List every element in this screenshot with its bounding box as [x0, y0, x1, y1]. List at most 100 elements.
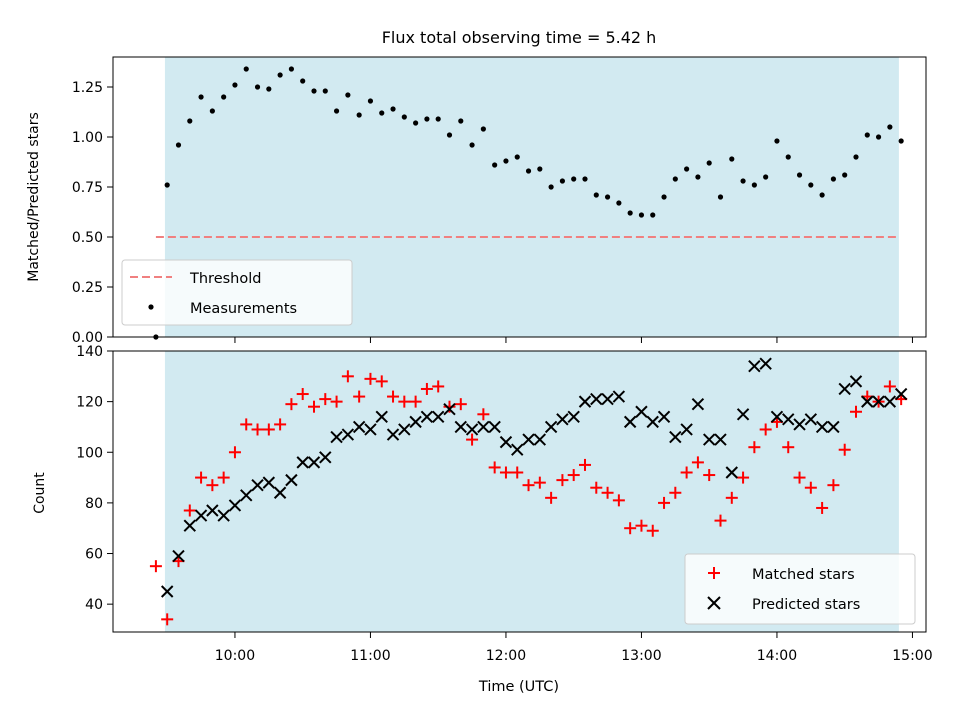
matched-star-point — [646, 524, 659, 537]
measurement-point — [853, 154, 859, 160]
predicted-star-point — [680, 423, 693, 436]
measurement-point — [288, 66, 295, 72]
predicted-star-point — [386, 428, 400, 441]
predicted-star-point — [488, 420, 501, 434]
measurement-point — [345, 92, 351, 98]
measurement-point — [243, 66, 249, 72]
matched-star-point — [330, 395, 343, 408]
measurement-point — [751, 182, 757, 188]
matched-star-point — [691, 456, 704, 469]
measurement-point — [717, 194, 724, 200]
predicted-star-point — [725, 466, 738, 479]
predicted-star-point — [375, 410, 388, 424]
measurement-point — [706, 160, 712, 166]
predicted-star-point — [443, 403, 456, 416]
measurement-point — [367, 98, 374, 104]
top-ytick-label: 0.25 — [72, 280, 103, 296]
matched-star-point — [443, 400, 456, 413]
top-ytick-label: 0.75 — [72, 180, 103, 196]
matched-star-point — [375, 375, 388, 388]
predicted-star-point — [319, 451, 332, 464]
legend-measurements-label: Measurements — [190, 301, 297, 317]
measurement-point — [379, 110, 385, 116]
measurement-point — [672, 176, 678, 182]
measurement-point — [164, 182, 170, 188]
matched-star-point — [849, 405, 862, 418]
matched-star-point — [838, 443, 851, 456]
measurement-point — [390, 106, 396, 112]
bottom-xtick-label: 10:00 — [215, 648, 255, 664]
bottom-axes-frame — [112, 350, 927, 633]
measurement-point — [763, 174, 769, 180]
measurement-point — [401, 114, 407, 120]
matched-star-point — [488, 461, 501, 474]
measurement-point — [695, 174, 701, 180]
measurement-point — [356, 112, 362, 118]
matched-star-point — [556, 474, 569, 487]
top-ytick-label: 0.50 — [72, 230, 103, 246]
matched-star-point — [240, 418, 253, 431]
matched-star-point — [307, 400, 320, 413]
predicted-star-point — [398, 423, 411, 436]
bottom-ytick-label: 140 — [76, 344, 103, 360]
measurement-point — [571, 176, 577, 182]
bottom-xtick-label: 11:00 — [350, 648, 390, 664]
measurement-point — [232, 82, 238, 88]
measurement-point — [638, 212, 645, 218]
measurement-point — [480, 126, 486, 132]
matched-star-point — [296, 388, 309, 401]
measurement-point — [492, 162, 498, 168]
matched-star-point — [883, 380, 896, 393]
measurement-point — [311, 88, 317, 94]
matched-star-point — [274, 418, 287, 431]
measurement-point — [537, 166, 543, 172]
bottom-legend: Matched stars Predicted stars — [684, 553, 916, 625]
measurement-point — [266, 86, 272, 92]
bottom-xtick-label: 12:00 — [486, 648, 526, 664]
measurement-point — [424, 116, 430, 122]
matched-star-point — [341, 370, 354, 383]
measurement-point — [254, 84, 261, 90]
legend-matched-swatch — [708, 567, 720, 579]
measurement-point — [650, 212, 656, 218]
predicted-star-point — [838, 382, 851, 396]
bottom-ytick-label: 100 — [76, 445, 103, 461]
measurement-point — [514, 154, 520, 160]
measurement-point — [413, 120, 419, 126]
matched-star-point — [624, 522, 637, 535]
predicted-star-point — [657, 410, 671, 424]
matched-star-point — [578, 458, 591, 471]
predicted-star-point — [341, 428, 355, 441]
bottom-ytick-label: 80 — [85, 496, 103, 512]
predicted-star-point — [183, 519, 196, 532]
bottom-y-ticks: 40 60 80 100 120 140 — [76, 344, 113, 613]
predicted-star-point — [285, 473, 298, 487]
matched-star-point — [590, 481, 603, 494]
measurement-point — [593, 192, 599, 198]
matched-stars-series — [149, 370, 908, 626]
predicted-star-point — [206, 504, 219, 517]
measurement-point — [864, 132, 870, 138]
predicted-star-point — [782, 413, 795, 426]
measurement-point — [198, 94, 204, 100]
legend-predicted-label: Predicted stars — [752, 597, 860, 613]
predicted-star-point — [612, 390, 626, 403]
bottom-ylabel: Count — [32, 472, 48, 514]
predicted-star-point — [160, 585, 174, 598]
measurement-point — [277, 72, 283, 78]
matched-star-point — [477, 408, 490, 421]
top-legend: Threshold Measurements — [121, 259, 353, 326]
bottom-x-ticks: 10:00 11:00 12:00 13:00 14:00 15:00 — [215, 632, 933, 664]
chart-title: Flux total observing time = 5.42 h — [382, 28, 657, 47]
measurement-point — [300, 78, 306, 84]
predicted-star-point — [409, 415, 422, 429]
measurement-point — [740, 178, 746, 184]
measurement-point — [604, 194, 611, 200]
predicted-star-point — [635, 405, 648, 418]
matched-star-point — [319, 393, 332, 406]
matched-star-point — [262, 423, 275, 436]
matched-star-point — [387, 390, 400, 403]
predicted-star-point — [544, 420, 558, 434]
matched-star-point — [522, 479, 535, 492]
predicted-star-point — [770, 410, 784, 424]
